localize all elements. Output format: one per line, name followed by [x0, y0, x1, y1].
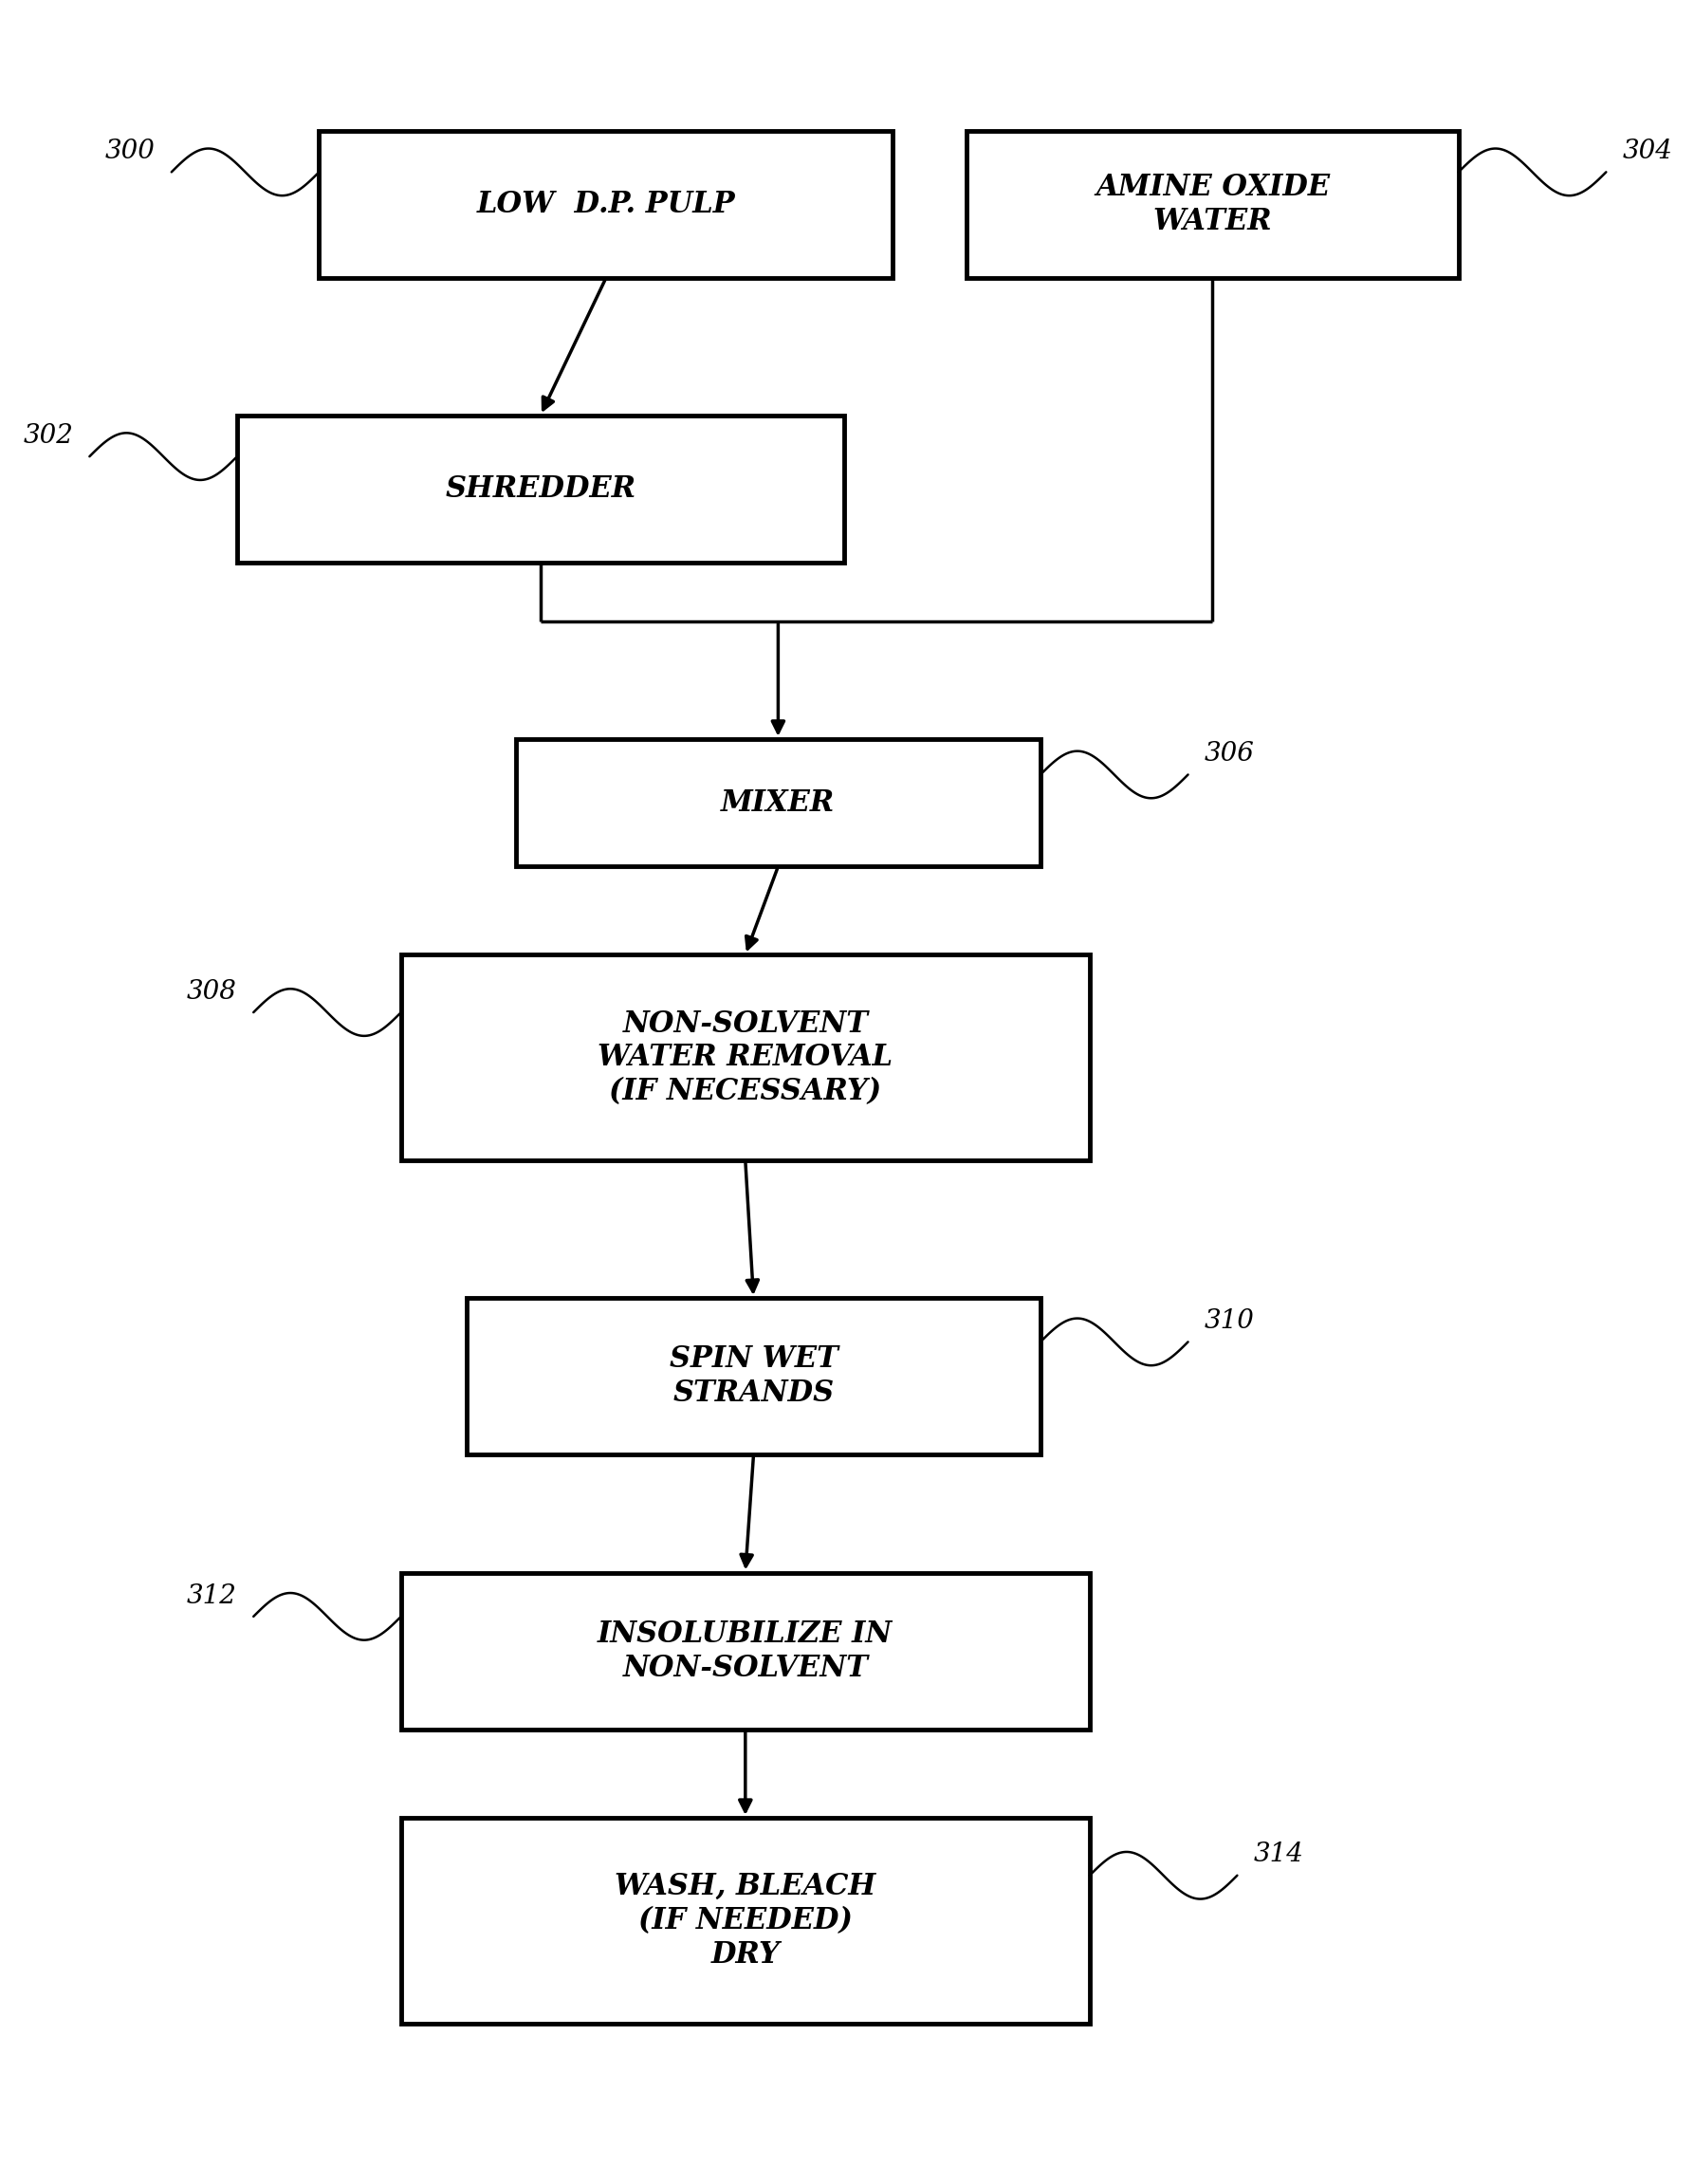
Bar — [466, 1297, 1040, 1455]
Text: 310: 310 — [1204, 1308, 1255, 1334]
Text: 308: 308 — [186, 978, 237, 1005]
Text: SHREDDER: SHREDDER — [446, 474, 635, 505]
Bar — [401, 1572, 1089, 1730]
Text: SPIN WET
STRANDS: SPIN WET STRANDS — [669, 1345, 839, 1409]
Bar — [318, 131, 893, 277]
Text: 302: 302 — [24, 424, 73, 448]
Bar — [401, 954, 1089, 1160]
Text: 306: 306 — [1204, 740, 1255, 767]
Bar — [401, 1817, 1089, 2025]
Text: 304: 304 — [1623, 138, 1672, 164]
Bar — [967, 131, 1459, 277]
Text: MIXER: MIXER — [722, 788, 835, 817]
Text: NON-SOLVENT
WATER REMOVAL
(IF NECESSARY): NON-SOLVENT WATER REMOVAL (IF NECESSARY) — [598, 1009, 893, 1107]
Bar — [237, 415, 844, 563]
Text: WASH, BLEACH
(IF NEEDED)
DRY: WASH, BLEACH (IF NEEDED) DRY — [615, 1872, 876, 1970]
Bar — [515, 738, 1040, 867]
Text: INSOLUBILIZE IN
NON-SOLVENT: INSOLUBILIZE IN NON-SOLVENT — [598, 1618, 893, 1682]
Text: LOW  D.P. PULP: LOW D.P. PULP — [476, 190, 735, 218]
Text: 300: 300 — [105, 138, 156, 164]
Text: AMINE OXIDE
WATER: AMINE OXIDE WATER — [1096, 173, 1330, 236]
Text: 314: 314 — [1254, 1841, 1304, 1867]
Text: 312: 312 — [186, 1583, 237, 1610]
